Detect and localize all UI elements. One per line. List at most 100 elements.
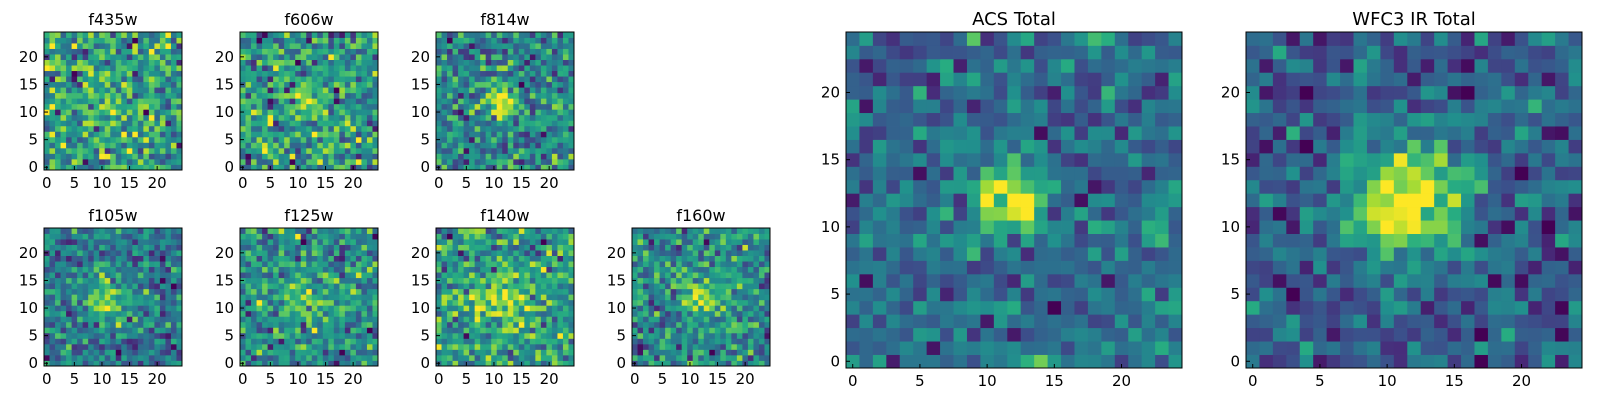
heatmap-cell bbox=[355, 272, 362, 279]
heatmap-cell bbox=[322, 305, 329, 312]
heatmap-cell bbox=[940, 273, 954, 288]
heatmap-cell bbox=[88, 70, 95, 77]
heatmap-cell bbox=[93, 92, 100, 99]
heatmap-cell bbox=[267, 343, 274, 350]
heatmap-cell bbox=[137, 164, 144, 171]
heatmap-cell bbox=[372, 233, 379, 240]
heatmap-cell bbox=[441, 266, 448, 273]
heatmap-cell bbox=[659, 239, 666, 245]
heatmap-cell bbox=[372, 76, 379, 83]
heatmap-cell bbox=[311, 48, 318, 55]
heatmap-cell bbox=[698, 310, 705, 317]
heatmap-cell bbox=[328, 43, 335, 49]
heatmap-cell bbox=[463, 349, 470, 356]
heatmap-cell bbox=[333, 239, 340, 245]
heatmap-cell bbox=[372, 153, 379, 160]
heatmap-cell bbox=[60, 250, 67, 256]
heatmap-cell bbox=[758, 354, 765, 361]
heatmap-cell bbox=[485, 310, 492, 317]
heatmap-cell bbox=[93, 54, 100, 60]
heatmap-cell bbox=[758, 288, 765, 295]
heatmap-cell bbox=[551, 305, 558, 312]
heatmap-cell bbox=[311, 109, 318, 116]
heatmap-cell bbox=[344, 266, 351, 273]
heatmap-cell bbox=[361, 349, 368, 356]
heatmap-cell bbox=[502, 228, 509, 234]
heatmap-cell bbox=[535, 70, 542, 77]
heatmap-cell bbox=[452, 305, 459, 312]
heatmap-cell bbox=[485, 321, 492, 328]
heatmap-cell bbox=[469, 360, 476, 367]
heatmap-cell bbox=[714, 316, 721, 323]
heatmap-cell bbox=[104, 272, 111, 279]
heatmap-cell bbox=[256, 87, 263, 94]
heatmap-cell bbox=[361, 125, 368, 132]
y-tick-label: 15 bbox=[19, 75, 38, 93]
heatmap-cell bbox=[764, 305, 771, 312]
heatmap-cell bbox=[77, 70, 84, 77]
heatmap-cell bbox=[328, 233, 335, 240]
heatmap-cell bbox=[372, 343, 379, 350]
heatmap-cell bbox=[256, 65, 263, 72]
heatmap-cell bbox=[654, 239, 660, 245]
heatmap-cell bbox=[637, 250, 644, 256]
heatmap-cell bbox=[295, 103, 302, 110]
heatmap-cell bbox=[926, 179, 941, 194]
heatmap-cell bbox=[709, 272, 716, 279]
heatmap-cell bbox=[333, 338, 340, 345]
heatmap-cell bbox=[557, 158, 564, 165]
heatmap-cell bbox=[980, 260, 995, 275]
heatmap-cell bbox=[165, 103, 172, 110]
heatmap-cell bbox=[154, 299, 161, 306]
heatmap-cell bbox=[99, 32, 106, 38]
heatmap-cell bbox=[463, 294, 470, 301]
heatmap-cell bbox=[654, 343, 660, 350]
heatmap-cell bbox=[535, 261, 542, 268]
heatmap-cell bbox=[256, 233, 263, 240]
heatmap-cell bbox=[137, 261, 144, 268]
heatmap-cell bbox=[322, 228, 329, 234]
heatmap-cell bbox=[714, 332, 721, 339]
heatmap-cell bbox=[540, 349, 547, 356]
heatmap-cell bbox=[240, 32, 246, 38]
heatmap-cell bbox=[295, 153, 302, 160]
heatmap-cell bbox=[170, 239, 177, 245]
heatmap-cell bbox=[176, 120, 183, 127]
heatmap-cell bbox=[474, 142, 481, 149]
heatmap-cell bbox=[317, 233, 324, 240]
heatmap-cell bbox=[71, 98, 78, 105]
heatmap-cell bbox=[665, 228, 672, 234]
heatmap-cell bbox=[322, 153, 329, 160]
heatmap-cell bbox=[240, 131, 246, 138]
heatmap-cell bbox=[77, 349, 84, 356]
heatmap-cell bbox=[322, 81, 329, 88]
heatmap-cell bbox=[300, 54, 307, 60]
heatmap-cell bbox=[154, 266, 161, 273]
heatmap-cell bbox=[886, 166, 901, 181]
heatmap-cell bbox=[93, 250, 100, 256]
heatmap-cell bbox=[143, 316, 150, 323]
heatmap-cell bbox=[256, 131, 263, 138]
heatmap-cell bbox=[44, 120, 50, 127]
heatmap-cell bbox=[44, 147, 50, 154]
heatmap-cell bbox=[491, 158, 498, 165]
heatmap-cell bbox=[322, 321, 329, 328]
heatmap-cell bbox=[480, 120, 487, 127]
heatmap-cell bbox=[502, 283, 509, 290]
heatmap-cell bbox=[535, 255, 542, 262]
heatmap-cell bbox=[49, 87, 56, 94]
heatmap-cell bbox=[562, 349, 569, 356]
heatmap-cell bbox=[154, 343, 161, 350]
heatmap-cell bbox=[513, 327, 520, 334]
heatmap-cell bbox=[692, 360, 699, 367]
heatmap-cell bbox=[714, 255, 721, 262]
heatmap-cell bbox=[513, 316, 520, 323]
heatmap-cell bbox=[66, 261, 72, 268]
heatmap-cell bbox=[452, 349, 459, 356]
heatmap-cell bbox=[289, 37, 296, 44]
heatmap-cell bbox=[317, 59, 324, 66]
heatmap-cell bbox=[361, 332, 368, 339]
heatmap-cell bbox=[436, 65, 442, 72]
heatmap-cell bbox=[289, 294, 296, 301]
heatmap-cell bbox=[703, 261, 710, 268]
